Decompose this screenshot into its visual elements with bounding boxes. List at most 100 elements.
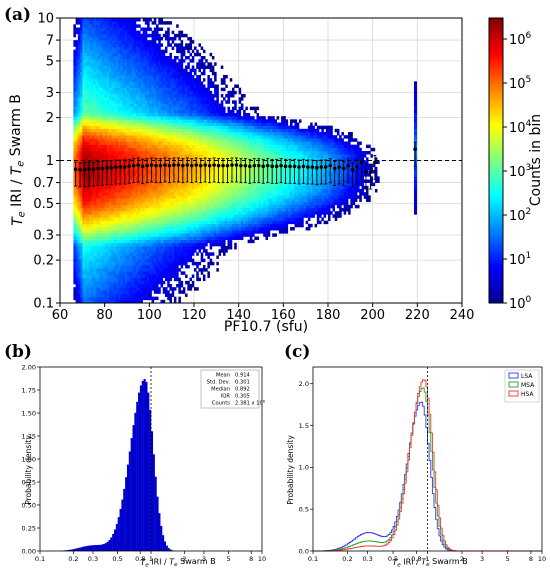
heatmap-cell bbox=[142, 249, 146, 253]
heatmap-cell bbox=[153, 211, 157, 215]
heatmap-cell bbox=[115, 87, 119, 92]
heatmap-cell bbox=[191, 182, 195, 187]
heatmap-cell bbox=[178, 230, 181, 234]
heatmap-cell bbox=[131, 287, 134, 291]
heatmap-cell bbox=[133, 56, 137, 60]
heatmap-cell bbox=[160, 27, 164, 31]
heatmap-cell bbox=[118, 113, 121, 117]
heatmap-cell bbox=[202, 68, 206, 73]
heatmap-cell bbox=[153, 90, 157, 95]
heatmap-cell bbox=[176, 116, 179, 120]
heatmap-cell bbox=[147, 198, 150, 202]
heatmap-cell bbox=[151, 65, 155, 69]
heatmap-cell bbox=[102, 277, 105, 282]
heatmap-cell bbox=[176, 154, 179, 158]
heatmap-cell bbox=[109, 214, 112, 218]
heatmap-cell bbox=[164, 141, 168, 145]
heatmap-cell bbox=[115, 223, 119, 228]
heatmap-cell bbox=[173, 78, 177, 82]
heatmap-cell bbox=[95, 106, 99, 111]
heatmap-cell bbox=[164, 192, 168, 196]
heatmap-cell bbox=[205, 157, 208, 161]
heatmap-cell bbox=[102, 252, 105, 256]
heatmap-cell bbox=[182, 78, 186, 82]
heatmap-cell bbox=[106, 52, 110, 57]
heatmap-cell bbox=[153, 81, 157, 85]
heatmap-cell bbox=[80, 106, 83, 111]
heatmap-cell bbox=[115, 271, 119, 275]
heatmap-cell bbox=[111, 138, 114, 142]
heatmap-cell bbox=[153, 239, 157, 244]
heatmap-cell bbox=[113, 195, 117, 199]
heatmap-cell bbox=[100, 173, 103, 177]
heatmap-cell bbox=[77, 227, 81, 231]
heatmap-cell bbox=[196, 198, 199, 202]
heatmap-cell bbox=[178, 252, 181, 256]
heatmap-cell bbox=[86, 46, 90, 50]
heatmap-cell bbox=[167, 84, 170, 88]
heatmap-cell bbox=[202, 227, 206, 231]
heatmap-cell bbox=[120, 227, 123, 231]
heatmap-cell bbox=[182, 217, 186, 221]
heatmap-cell bbox=[133, 75, 137, 79]
heatmap-cell bbox=[91, 204, 94, 209]
heatmap-cell bbox=[187, 192, 190, 196]
heatmap-cell bbox=[77, 132, 81, 136]
heatmap-cell bbox=[160, 59, 164, 63]
heatmap-cell bbox=[180, 211, 184, 215]
heatmap-cell bbox=[75, 227, 79, 231]
heatmap-cell bbox=[142, 173, 146, 177]
heatmap-cell bbox=[180, 185, 184, 190]
heatmap-cell bbox=[169, 299, 172, 304]
heatmap-cell bbox=[84, 37, 88, 41]
heatmap-cell bbox=[118, 81, 121, 85]
heatmap-cell bbox=[140, 274, 143, 278]
heatmap-cell bbox=[127, 78, 130, 82]
heatmap-cell bbox=[80, 182, 83, 187]
heatmap-cell bbox=[164, 236, 168, 240]
heatmap-cell bbox=[77, 242, 81, 247]
heatmap-cell bbox=[131, 52, 134, 57]
heatmap-cell bbox=[75, 189, 79, 193]
heatmap-cell bbox=[129, 90, 132, 95]
heatmap-cell bbox=[82, 24, 85, 28]
heatmap-cell bbox=[176, 173, 179, 177]
heatmap-cell bbox=[84, 290, 88, 294]
heatmap-cell bbox=[129, 258, 132, 263]
heatmap-cell bbox=[133, 97, 137, 101]
heatmap-cell bbox=[133, 258, 137, 263]
heatmap-cell bbox=[115, 201, 119, 206]
heatmap-cell bbox=[129, 198, 132, 202]
heatmap-cell bbox=[131, 27, 134, 31]
heatmap-cell bbox=[169, 252, 172, 256]
heatmap-cell bbox=[198, 109, 201, 114]
heatmap-cell bbox=[109, 192, 112, 196]
heatmap-cell bbox=[149, 97, 152, 101]
heatmap-cell bbox=[131, 293, 134, 297]
heatmap-cell bbox=[77, 103, 81, 107]
heatmap-cell bbox=[75, 252, 79, 256]
heatmap-cell bbox=[100, 192, 103, 196]
heatmap-cell bbox=[173, 109, 177, 114]
heatmap-cell bbox=[133, 192, 137, 196]
heatmap-cell bbox=[167, 125, 170, 130]
heatmap-cell bbox=[115, 27, 119, 31]
heatmap-cell bbox=[73, 227, 76, 231]
heatmap-cell bbox=[113, 128, 117, 133]
heatmap-cell bbox=[120, 236, 123, 240]
heatmap-cell bbox=[100, 18, 103, 22]
heatmap-cell bbox=[185, 170, 188, 174]
heatmap-cell bbox=[142, 179, 146, 183]
heatmap-cell bbox=[93, 277, 97, 282]
heatmap-cell bbox=[73, 151, 76, 155]
heatmap-cell bbox=[153, 135, 157, 139]
heatmap-cell bbox=[164, 65, 168, 69]
heatmap-cell bbox=[187, 109, 190, 114]
heatmap-cell bbox=[75, 246, 79, 250]
heatmap-cell bbox=[111, 255, 114, 259]
heatmap-cell bbox=[93, 242, 97, 247]
heatmap-cell bbox=[111, 144, 114, 149]
heatmap-cell bbox=[122, 68, 126, 73]
heatmap-cell bbox=[124, 179, 128, 183]
heatmap-cell bbox=[182, 182, 186, 187]
